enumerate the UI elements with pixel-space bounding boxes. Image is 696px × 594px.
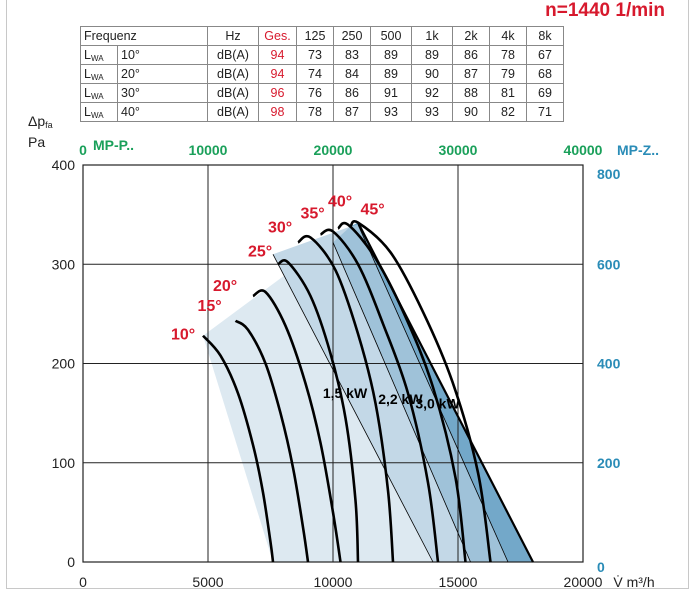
right-tick-label: 0 (597, 559, 605, 575)
curve-35deg (319, 228, 440, 563)
power-boundary-line (272, 254, 434, 563)
speed-label: n=1440 1/min (545, 0, 665, 21)
table-row: LWA 20° dB(A) 94 74 84 89 90 87 79 68 (80, 64, 564, 84)
row-unit: dB(A) (207, 102, 259, 122)
x-tick-label: 15000 (439, 574, 478, 590)
grid (82, 164, 584, 563)
angle-label: 45° (361, 202, 385, 219)
top-tick-label: 0 (79, 142, 87, 158)
table-header-row: Frequenz Hz Ges. 125 250 500 1k 2k 4k 8k (80, 26, 564, 46)
top-tick-label: 10000 (189, 142, 228, 158)
plot-border (82, 164, 584, 563)
row-label: LWA (80, 102, 118, 122)
y-axis-unit: Pa (28, 134, 46, 150)
sound-power-table: Frequenz Hz Ges. 125 250 500 1k 2k 4k 8k… (80, 26, 564, 122)
angle-label: 35° (301, 205, 325, 222)
angle-label: 20° (213, 278, 237, 295)
angle-label: 10° (171, 327, 195, 344)
curve-labels: 10°15° 20° 25° 30° 35°40° 45° 1,5 kW 2,2 kW3,0 … (171, 194, 460, 412)
table-row: LWA 10° dB(A) 94 73 83 89 89 86 78 67 (80, 45, 564, 65)
curve-45deg (349, 220, 492, 563)
table-row: LWA 40° dB(A) 98 78 87 93 93 90 82 71 (80, 102, 564, 122)
header-band: 8k (526, 26, 564, 46)
header-frequency: Frequenz (80, 26, 208, 46)
angle-label: 30° (268, 219, 292, 236)
blade-angle-curves (202, 220, 534, 563)
cell: 74 (296, 64, 334, 84)
angle-label: 40° (328, 194, 352, 211)
y-tick-label: 0 (67, 554, 75, 570)
top-axis-label: MP-P.. (93, 137, 134, 153)
curve-20deg (252, 289, 342, 563)
row-unit: dB(A) (207, 83, 259, 103)
x-tick-label: 20000 (564, 574, 603, 590)
cell: 73 (296, 45, 334, 65)
y-tick-label: 400 (52, 157, 76, 173)
right-tick-label: 200 (597, 455, 621, 471)
y-tick-label: 200 (52, 356, 76, 372)
right-tick-label: 800 (597, 166, 621, 182)
cell: 79 (489, 64, 527, 84)
cell: 67 (526, 45, 564, 65)
power-label: 3,0 kW (415, 395, 460, 411)
right-axis-label: MP-Z.. (617, 142, 659, 158)
y-axis-label: Δpfa Pa (28, 113, 53, 151)
curve-25deg (277, 259, 360, 563)
cell: 78 (489, 45, 527, 65)
cell: 90 (411, 64, 453, 84)
curve-30deg (297, 234, 395, 563)
region-3-0kw (350, 222, 533, 562)
row-total: 98 (258, 102, 297, 122)
y-tick-label: 100 (52, 455, 76, 471)
x-tick-label: 0 (79, 574, 87, 590)
chart-frame (6, 0, 689, 589)
x-axis-label: V̇ m³/h (613, 574, 654, 590)
x-tick-label: 5000 (192, 574, 223, 590)
right-tick-label: 600 (597, 256, 621, 272)
cell: 90 (452, 102, 490, 122)
curve-10deg (202, 334, 275, 563)
y-axis-subscript: fa (45, 120, 53, 130)
power-boundary-line (332, 242, 471, 563)
cell: 78 (296, 102, 334, 122)
top-tick-label: 30000 (439, 142, 478, 158)
cell: 89 (370, 64, 412, 84)
cell: 93 (370, 102, 412, 122)
power-label: 1,5 kW (323, 385, 368, 401)
top-tick-label: 20000 (314, 142, 353, 158)
y-tick-label: 300 (52, 256, 76, 272)
header-hz: Hz (207, 26, 259, 46)
curve-40deg (337, 221, 467, 563)
angle-label: 25° (248, 243, 272, 260)
row-label: LWA (80, 45, 118, 65)
top-tick-label: 40000 (564, 142, 603, 158)
right-tick-label: 400 (597, 356, 621, 372)
header-band: 2k (452, 26, 490, 46)
y-axis-symbol: Δp (28, 113, 46, 129)
cell: 71 (526, 102, 564, 122)
cell: 88 (452, 83, 490, 103)
cell: 69 (526, 83, 564, 103)
power-label: 2,2 kW (378, 391, 423, 407)
angle-label: 15° (198, 298, 222, 315)
x-tick-label: 10000 (314, 574, 353, 590)
curve-15deg (234, 319, 310, 563)
